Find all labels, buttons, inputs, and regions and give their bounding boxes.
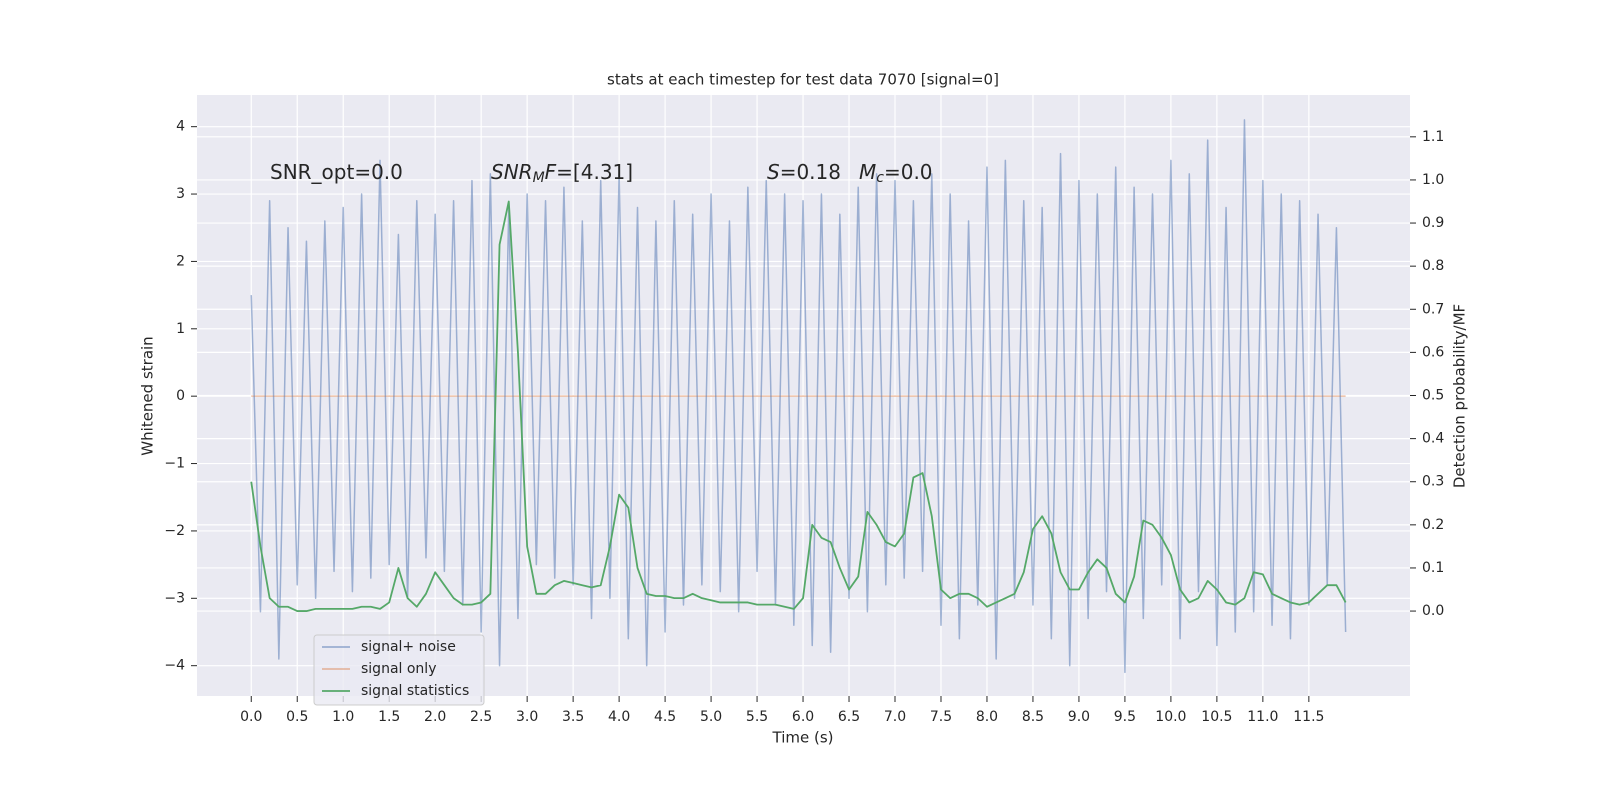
y-tick-label: 4 (176, 119, 185, 135)
x-tick-label: 7.5 (930, 709, 952, 725)
series-line (250, 119, 1347, 674)
x-tick-label: 7.0 (884, 709, 906, 725)
annotation-part: F (545, 160, 557, 184)
x-tick-label: 1.0 (332, 709, 354, 725)
y-tick-label: 0 (176, 388, 185, 404)
y2-tick-label: 0.6 (1422, 344, 1444, 360)
y2-tick-label: 0.7 (1422, 301, 1444, 317)
x-tick-label: 9.0 (1068, 709, 1090, 725)
y-tick-label: −2 (164, 523, 185, 539)
x-tick-label: 10.5 (1201, 709, 1232, 725)
x-tick-label: 11.5 (1293, 709, 1324, 725)
annotation-part: M (533, 170, 545, 186)
x-tick-label: 8.0 (976, 709, 998, 725)
y2-tick-label: 0.2 (1422, 517, 1444, 533)
series-line (250, 200, 1347, 612)
y2-tick-label: 0.8 (1422, 258, 1444, 274)
annotation-part: SNR (491, 160, 533, 184)
y-tick-label: 3 (176, 186, 185, 202)
x-tick-label: 0.5 (286, 709, 308, 725)
annotation: SNRMF=[4.31] (491, 160, 633, 187)
y2-tick-label: 1.1 (1422, 129, 1444, 145)
annotation-part: c (876, 170, 884, 186)
annotation: SNR_opt=0.0 (270, 160, 403, 184)
y2-tick-label: 0.3 (1422, 474, 1444, 490)
x-tick-label: 1.5 (378, 709, 400, 725)
y-tick-label: −3 (164, 590, 185, 606)
x-tick-label: 2.5 (470, 709, 492, 725)
y-tick-label: 2 (176, 253, 185, 269)
y-axis-label: Whitened strain (139, 336, 157, 455)
x-tick-label: 5.5 (746, 709, 768, 725)
y2-tick-label: 0.5 (1422, 388, 1444, 404)
x-tick-label: 3.5 (562, 709, 584, 725)
y2-axis-label: Detection probability/MF (1451, 304, 1469, 488)
chart-title: stats at each timestep for test data 707… (607, 71, 999, 89)
x-axis-label: Time (s) (772, 729, 834, 747)
y-tick-label: −1 (164, 456, 185, 472)
annotation-part: M (859, 160, 876, 184)
y2-tick-label: 1.0 (1422, 172, 1444, 188)
legend-box (313, 634, 485, 706)
x-tick-label: 6.0 (792, 709, 814, 725)
x-tick-label: 4.0 (608, 709, 630, 725)
x-tick-label: 0.0 (240, 709, 262, 725)
y-tick-label: −4 (164, 658, 185, 674)
x-tick-label: 10.0 (1155, 709, 1186, 725)
x-tick-label: 11.0 (1247, 709, 1278, 725)
annotation-part: =[4.31] (556, 160, 633, 184)
x-tick-label: 2.0 (424, 709, 446, 725)
x-tick-label: 9.5 (1114, 709, 1136, 725)
x-tick-label: 6.5 (838, 709, 860, 725)
annotation-part: S (767, 160, 780, 184)
annotation-part: =0.18 (780, 160, 841, 184)
annotation-part: SNR_opt=0.0 (270, 160, 403, 184)
legend-label: signal+ noise (361, 639, 456, 655)
y2-tick-label: 0.0 (1422, 603, 1444, 619)
x-tick-label: 3.0 (516, 709, 538, 725)
x-tick-label: 5.0 (700, 709, 722, 725)
legend-label: signal statistics (361, 683, 469, 699)
x-tick-label: 4.5 (654, 709, 676, 725)
x-tick-label: 8.5 (1022, 709, 1044, 725)
legend-label: signal only (361, 661, 436, 677)
y2-tick-label: 0.1 (1422, 560, 1444, 576)
y2-tick-label: 0.9 (1422, 215, 1444, 231)
annotation: Mc=0.0 (859, 160, 933, 187)
y-tick-label: 1 (176, 321, 185, 337)
y2-tick-label: 0.4 (1422, 431, 1444, 447)
annotation: S=0.18 (767, 160, 841, 184)
annotation-part: =0.0 (884, 160, 933, 184)
